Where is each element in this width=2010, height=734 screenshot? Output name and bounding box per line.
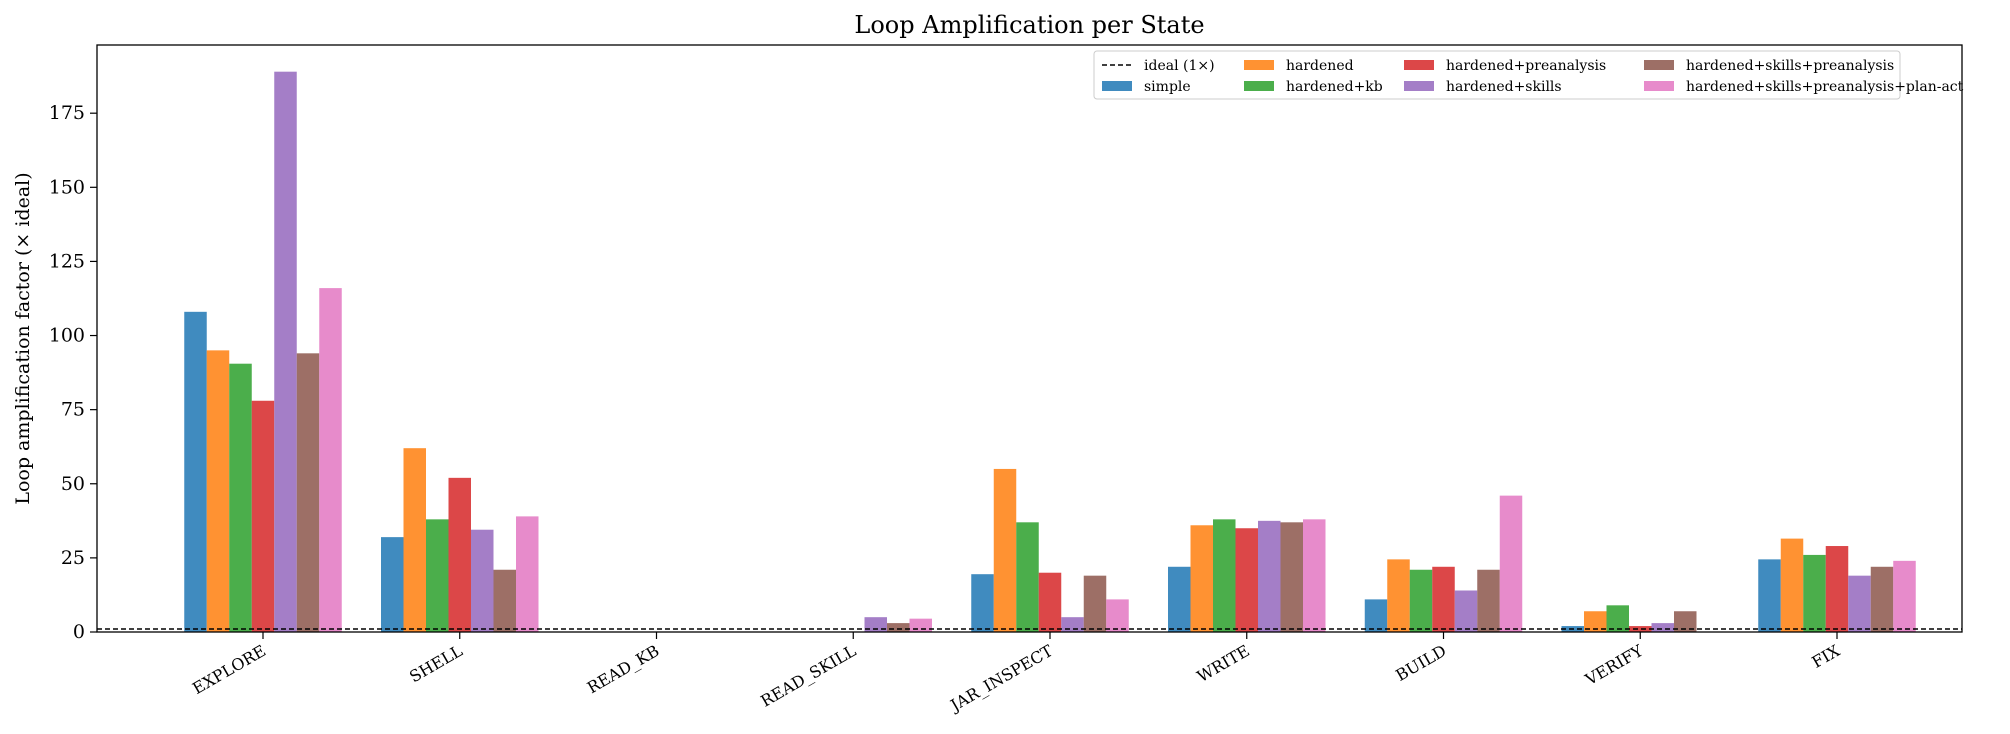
- legend-swatch: [1644, 81, 1674, 91]
- y-tick-label: 100: [49, 325, 85, 347]
- bar: [1061, 617, 1084, 632]
- x-tick-label: WRITE: [1194, 641, 1253, 686]
- legend-label: hardened+skills+preanalysis+plan-act: [1686, 79, 1964, 95]
- bar: [516, 516, 539, 632]
- bar: [381, 537, 404, 632]
- bar: [1190, 525, 1213, 632]
- y-tick-label: 50: [61, 473, 85, 495]
- bar: [1893, 560, 1916, 632]
- bar: [229, 363, 252, 632]
- legend-swatch: [1244, 60, 1274, 70]
- bar: [1235, 528, 1258, 632]
- y-tick-label: 25: [61, 547, 85, 569]
- bar: [1387, 559, 1410, 632]
- bar: [1038, 572, 1062, 632]
- x-tick-label: BUILD: [1392, 641, 1449, 685]
- bar: [1780, 538, 1804, 632]
- legend: ideal (1×) simple hardened hardened+kb harde…: [1093, 50, 1964, 100]
- bar: [184, 311, 207, 632]
- y-tick-label: 175: [49, 102, 85, 124]
- bar: [1584, 611, 1607, 632]
- y-tick-label: 0: [73, 621, 85, 643]
- bar: [319, 288, 342, 632]
- bar: [1848, 575, 1871, 632]
- bar: [1870, 566, 1894, 632]
- bar: [1303, 519, 1326, 632]
- bar: [1258, 520, 1281, 632]
- bar: [971, 574, 994, 632]
- plot-frame: [96, 44, 1963, 633]
- legend-label: hardened+kb: [1286, 79, 1383, 95]
- bar: [471, 529, 494, 632]
- legend-swatch: [1102, 81, 1132, 91]
- y-tick-label: 75: [61, 399, 85, 421]
- legend-swatch: [1644, 60, 1674, 70]
- legend-label: hardened+preanalysis: [1446, 58, 1606, 74]
- x-tick-label: EXPLORE: [189, 641, 269, 698]
- bar: [1364, 599, 1388, 632]
- bar: [403, 448, 426, 632]
- bar: [448, 477, 471, 632]
- bar: [426, 519, 449, 632]
- bar: [274, 71, 297, 633]
- bar: [1168, 566, 1191, 632]
- bar: [1477, 569, 1500, 632]
- chart-title: Loop Amplification per State: [854, 11, 1204, 39]
- legend-box: [1093, 50, 1901, 100]
- bar: [1083, 575, 1107, 632]
- bar: [251, 400, 275, 632]
- y-tick-label: 125: [49, 250, 85, 272]
- y-ticks-group: 0 25 50 75 100 125 150 175: [49, 102, 97, 643]
- bar: [1106, 599, 1129, 632]
- bar: [206, 350, 230, 632]
- bar: [1280, 522, 1303, 632]
- bar: [493, 569, 516, 632]
- x-tick-label: SHELL: [406, 641, 466, 687]
- bar: [993, 468, 1017, 632]
- legend-swatch: [1404, 81, 1434, 91]
- legend-swatch: [1244, 81, 1274, 91]
- legend-swatch: [1404, 60, 1434, 70]
- bar: [1454, 590, 1478, 632]
- bar: [909, 618, 932, 632]
- legend-label: simple: [1144, 79, 1191, 95]
- bar: [1674, 611, 1697, 632]
- x-tick-label: VERIFY: [1581, 641, 1647, 690]
- bar: [887, 623, 910, 632]
- bar: [1651, 623, 1674, 632]
- x-tick-label: FIX: [1809, 641, 1844, 672]
- legend-label: hardened: [1286, 58, 1354, 74]
- axes-group: [96, 44, 1963, 633]
- bar: [1213, 519, 1236, 632]
- bar: [1432, 566, 1455, 632]
- bar: [1825, 546, 1849, 632]
- y-axis-label: Loop amplification factor (× ideal): [12, 172, 34, 504]
- bar: [1629, 626, 1652, 632]
- x-tick-label: READ_KB: [584, 641, 663, 697]
- bar: [1499, 495, 1523, 632]
- x-ticks-group: EXPLORE SHELL READ_KB READ_SKILL JAR_INSPECT…: [189, 632, 1844, 716]
- bars-group: [184, 71, 1916, 633]
- bar: [1803, 554, 1826, 632]
- x-tick-label: JAR_INSPECT: [945, 641, 1056, 716]
- legend-label: hardened+skills+preanalysis: [1686, 58, 1894, 74]
- x-tick-label: READ_SKILL: [757, 641, 859, 711]
- legend-label: ideal (1×): [1144, 58, 1215, 74]
- bar: [1606, 605, 1629, 632]
- bar: [1016, 522, 1039, 632]
- y-tick-label: 150: [49, 176, 85, 198]
- bar: [296, 353, 320, 632]
- legend-label: hardened+skills: [1446, 79, 1562, 95]
- bar: [1758, 559, 1781, 632]
- bar: [1409, 569, 1433, 632]
